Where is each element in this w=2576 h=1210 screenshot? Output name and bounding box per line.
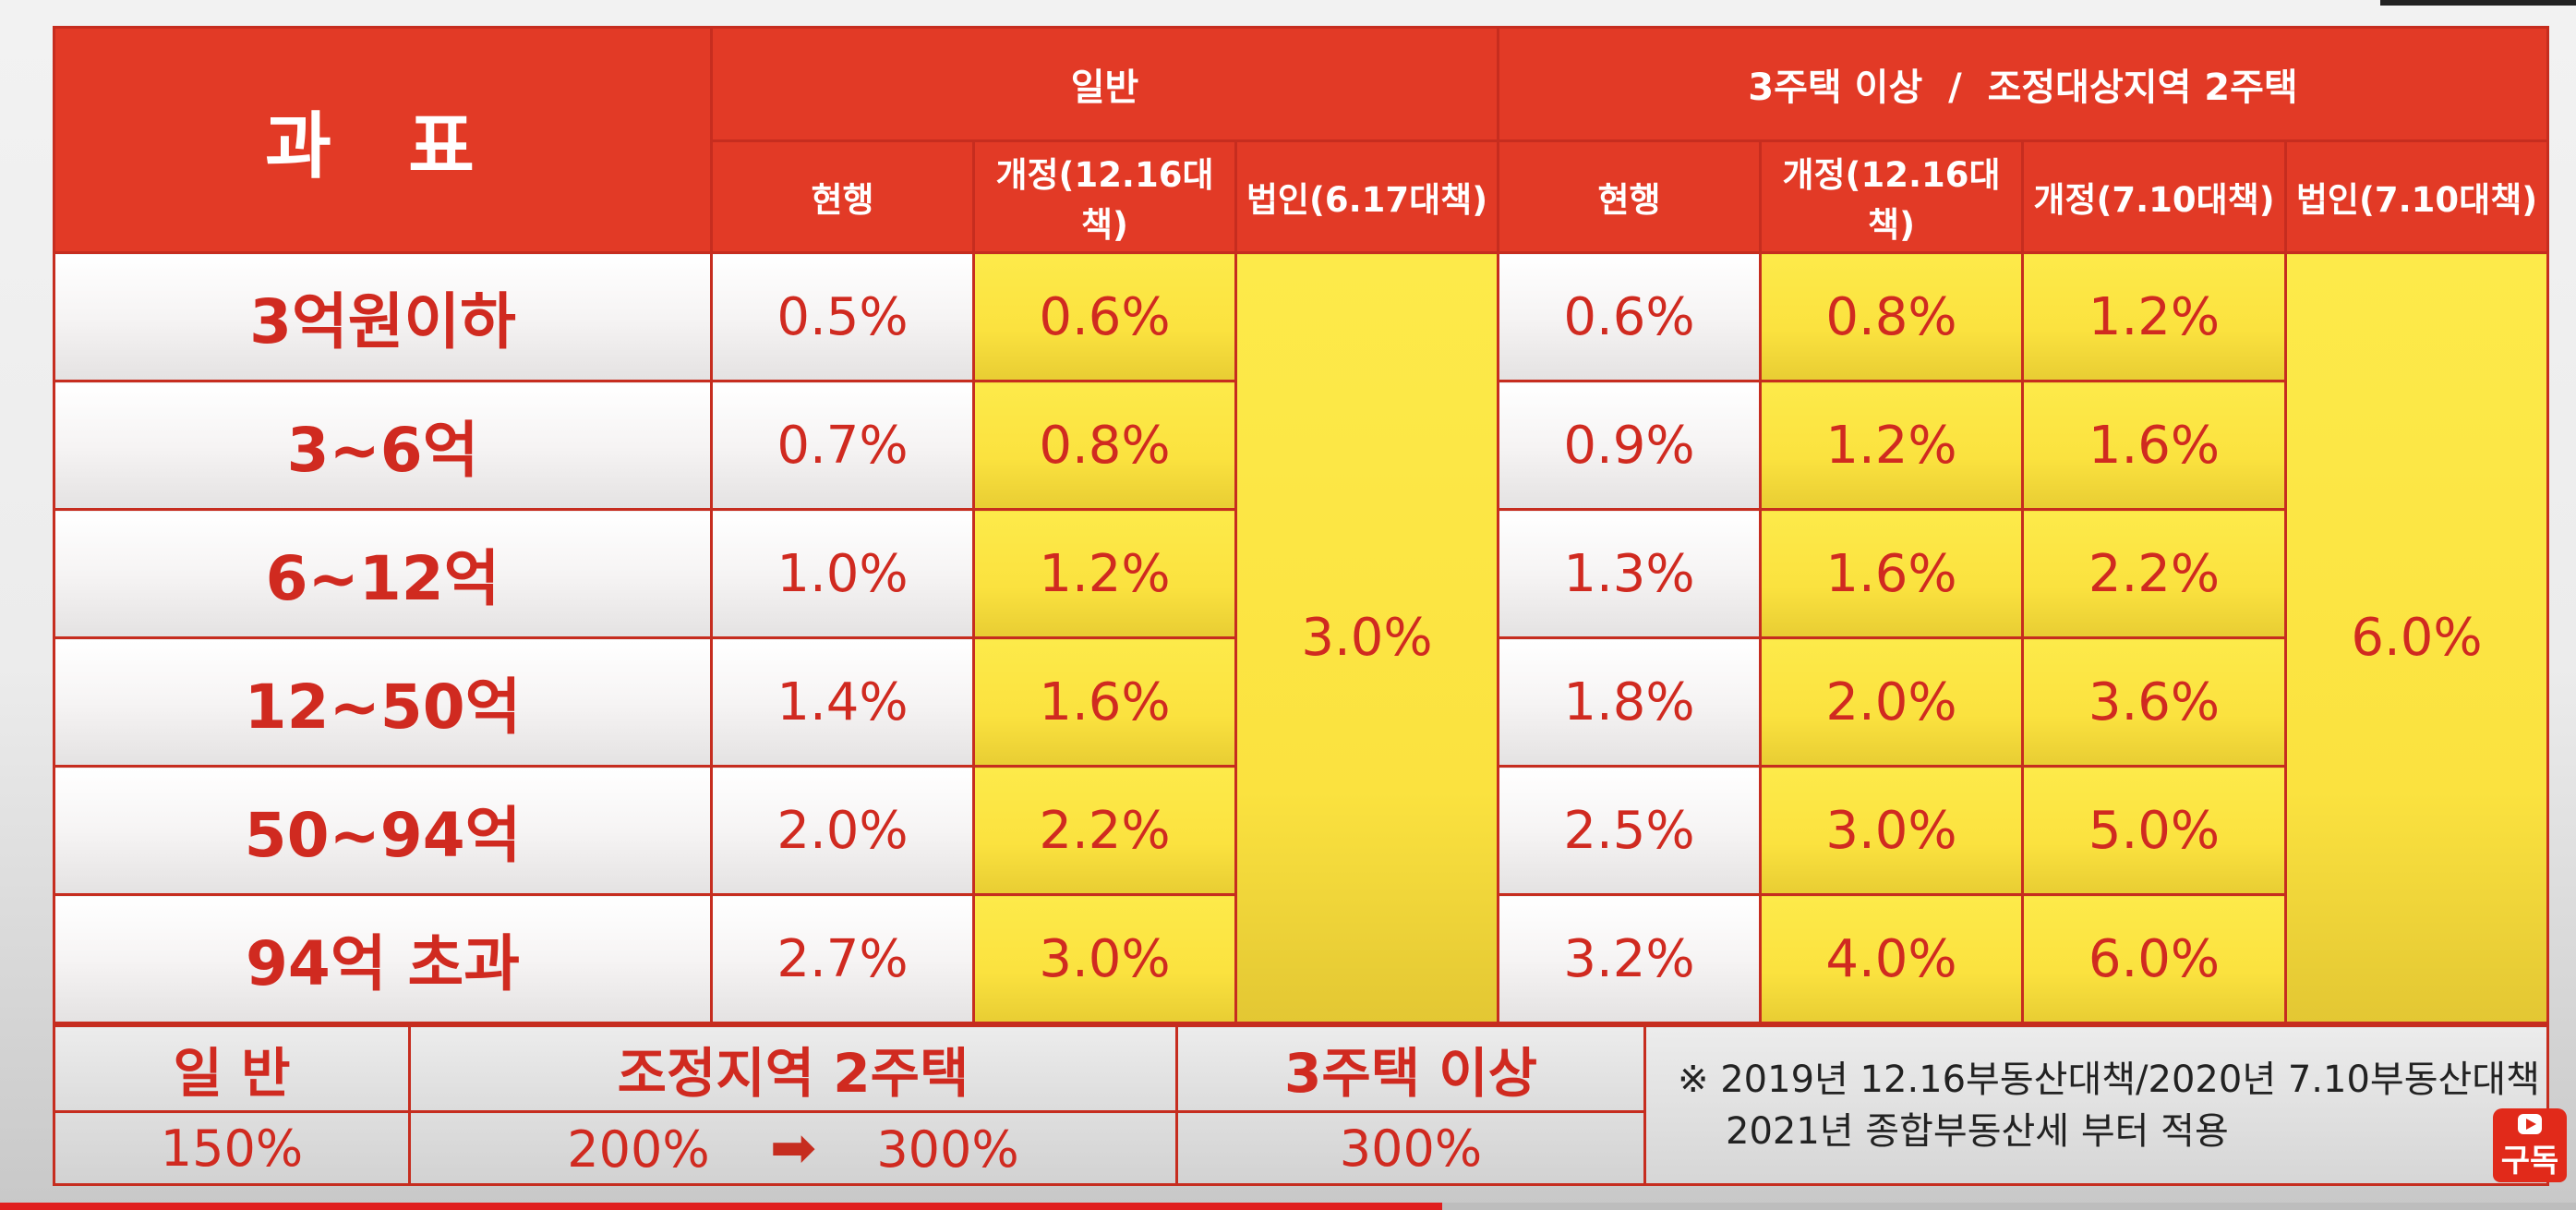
table-row: 12~50억 1.4% 1.6% 1.8% 2.0% 3.6% — [53, 636, 2548, 768]
multi-revised-1216-rate: 2.0% — [1759, 636, 2025, 768]
ceiling-header-adjusted-2home: 조정지역 2주택 — [408, 1024, 1178, 1113]
tax-rate-table: 과 표 일반 3주택 이상 / 조정대상지역 2주택 현행 개정(12.16대책… — [53, 26, 2550, 1024]
table-row: 6~12억 1.0% 1.2% 1.3% 1.6% 2.2% — [53, 508, 2548, 639]
multi-current-rate: 1.3% — [1497, 508, 1763, 639]
general-revised-rate: 1.6% — [972, 636, 1237, 768]
general-current-rate: 2.0% — [710, 765, 975, 896]
header-group-multi-home: 3주택 이상 / 조정대상지역 2주택 — [1497, 26, 2550, 142]
ceiling-header-general: 일 반 — [53, 1024, 411, 1113]
general-current-rate: 2.7% — [710, 893, 975, 1024]
ceiling-value-3home: 300% — [1175, 1110, 1646, 1186]
table-row: 3억원이하 0.5% 0.6% 3.0% 0.6% 0.8% 1.2% 6.0% — [53, 251, 2550, 1024]
multi-revised-710-rate: 1.6% — [2021, 380, 2288, 511]
header-general-revised-1216: 개정(12.16대책) — [972, 139, 1237, 254]
subscribe-label: 구독 — [2493, 1140, 2567, 1182]
general-revised-rate: 0.6% — [972, 251, 1237, 382]
general-revised-rate: 3.0% — [972, 893, 1237, 1024]
header-general-corporate-617: 법인(6.17대책) — [1234, 139, 1500, 254]
multi-current-rate: 1.8% — [1497, 636, 1763, 768]
header-multi-current: 현행 — [1497, 139, 1763, 254]
general-current-rate: 0.7% — [710, 380, 975, 511]
general-current-rate: 1.4% — [710, 636, 975, 768]
video-progress-bar[interactable] — [0, 1203, 2576, 1210]
general-revised-rate: 2.2% — [972, 765, 1237, 896]
multi-current-rate: 0.6% — [1497, 251, 1763, 382]
header-general-current: 현행 — [710, 139, 975, 254]
general-revised-rate: 1.2% — [972, 508, 1237, 639]
footnote-line-2: 2021년 종합부동산세 부터 적용 — [1726, 1109, 2229, 1153]
multi-revised-1216-rate: 1.2% — [1759, 380, 2025, 511]
ceiling-to-value: 300% — [876, 1120, 1019, 1179]
general-current-rate: 0.5% — [710, 251, 975, 382]
tax-ceiling-table: 일 반 조정지역 2주택 3주택 이상 ※ 2019년 12.16부동산대책/2… — [53, 1024, 2549, 1186]
header-multi-corporate-710: 법인(7.10대책) — [2284, 139, 2550, 254]
row-label: 94억 초과 — [53, 893, 713, 1024]
header-tax-base: 과 표 — [53, 26, 713, 254]
general-current-rate: 1.0% — [710, 508, 975, 639]
general-corporate-rate: 3.0% — [1234, 251, 1500, 1024]
row-label: 12~50억 — [53, 636, 713, 768]
row-label: 50~94억 — [53, 765, 713, 896]
top-right-bar — [2380, 0, 2576, 6]
multi-revised-710-rate: 2.2% — [2021, 508, 2288, 639]
video-progress-fill — [0, 1203, 1443, 1210]
ceiling-header-3home: 3주택 이상 — [1175, 1024, 1646, 1113]
multi-revised-710-rate: 5.0% — [2021, 765, 2288, 896]
ceiling-from-value: 200% — [567, 1120, 710, 1179]
ceiling-value-adjusted-2home: 200% ➡ 300% — [408, 1110, 1178, 1186]
footnote: ※ 2019년 12.16부동산대책/2020년 7.10부동산대책 2021년… — [1643, 1024, 2549, 1186]
multi-revised-1216-rate: 0.8% — [1759, 251, 2025, 382]
general-revised-rate: 0.8% — [972, 380, 1237, 511]
multi-revised-1216-rate: 4.0% — [1759, 893, 2025, 1024]
header-multi-revised-1216: 개정(12.16대책) — [1759, 139, 2025, 254]
multi-revised-710-rate: 3.6% — [2021, 636, 2288, 768]
table-row: 3~6억 0.7% 0.8% 0.9% 1.2% 1.6% — [53, 380, 2548, 511]
tax-rate-table-container: 과 표 일반 3주택 이상 / 조정대상지역 2주택 현행 개정(12.16대책… — [53, 26, 2550, 1186]
footnote-line-1: ※ 2019년 12.16부동산대책/2020년 7.10부동산대책 — [1678, 1058, 2540, 1101]
subscribe-button[interactable]: 구독 — [2493, 1108, 2567, 1184]
header-group-general: 일반 — [709, 26, 1500, 142]
row-label: 3억원이하 — [53, 251, 713, 382]
table-row: 50~94억 2.0% 2.2% 2.5% 3.0% 5.0% — [53, 765, 2548, 896]
row-label: 6~12억 — [53, 508, 713, 639]
table-row: 94억 초과 2.7% 3.0% 3.2% 4.0% 6.0% — [53, 893, 2548, 1024]
right-arrow-icon: ➡ — [769, 1116, 817, 1180]
multi-current-rate: 0.9% — [1497, 380, 1763, 511]
multi-current-rate: 3.2% — [1497, 893, 1763, 1024]
multi-corporate-rate: 6.0% — [2284, 251, 2550, 1024]
row-label: 3~6억 — [53, 380, 713, 511]
multi-current-rate: 2.5% — [1497, 765, 1763, 896]
youtube-icon — [2493, 1108, 2567, 1140]
multi-revised-1216-rate: 3.0% — [1759, 765, 2025, 896]
header-multi-revised-710: 개정(7.10대책) — [2021, 139, 2288, 254]
multi-revised-1216-rate: 1.6% — [1759, 508, 2025, 639]
multi-revised-710-rate: 1.2% — [2021, 251, 2288, 382]
multi-revised-710-rate: 6.0% — [2021, 893, 2288, 1024]
ceiling-value-general: 150% — [53, 1110, 411, 1186]
